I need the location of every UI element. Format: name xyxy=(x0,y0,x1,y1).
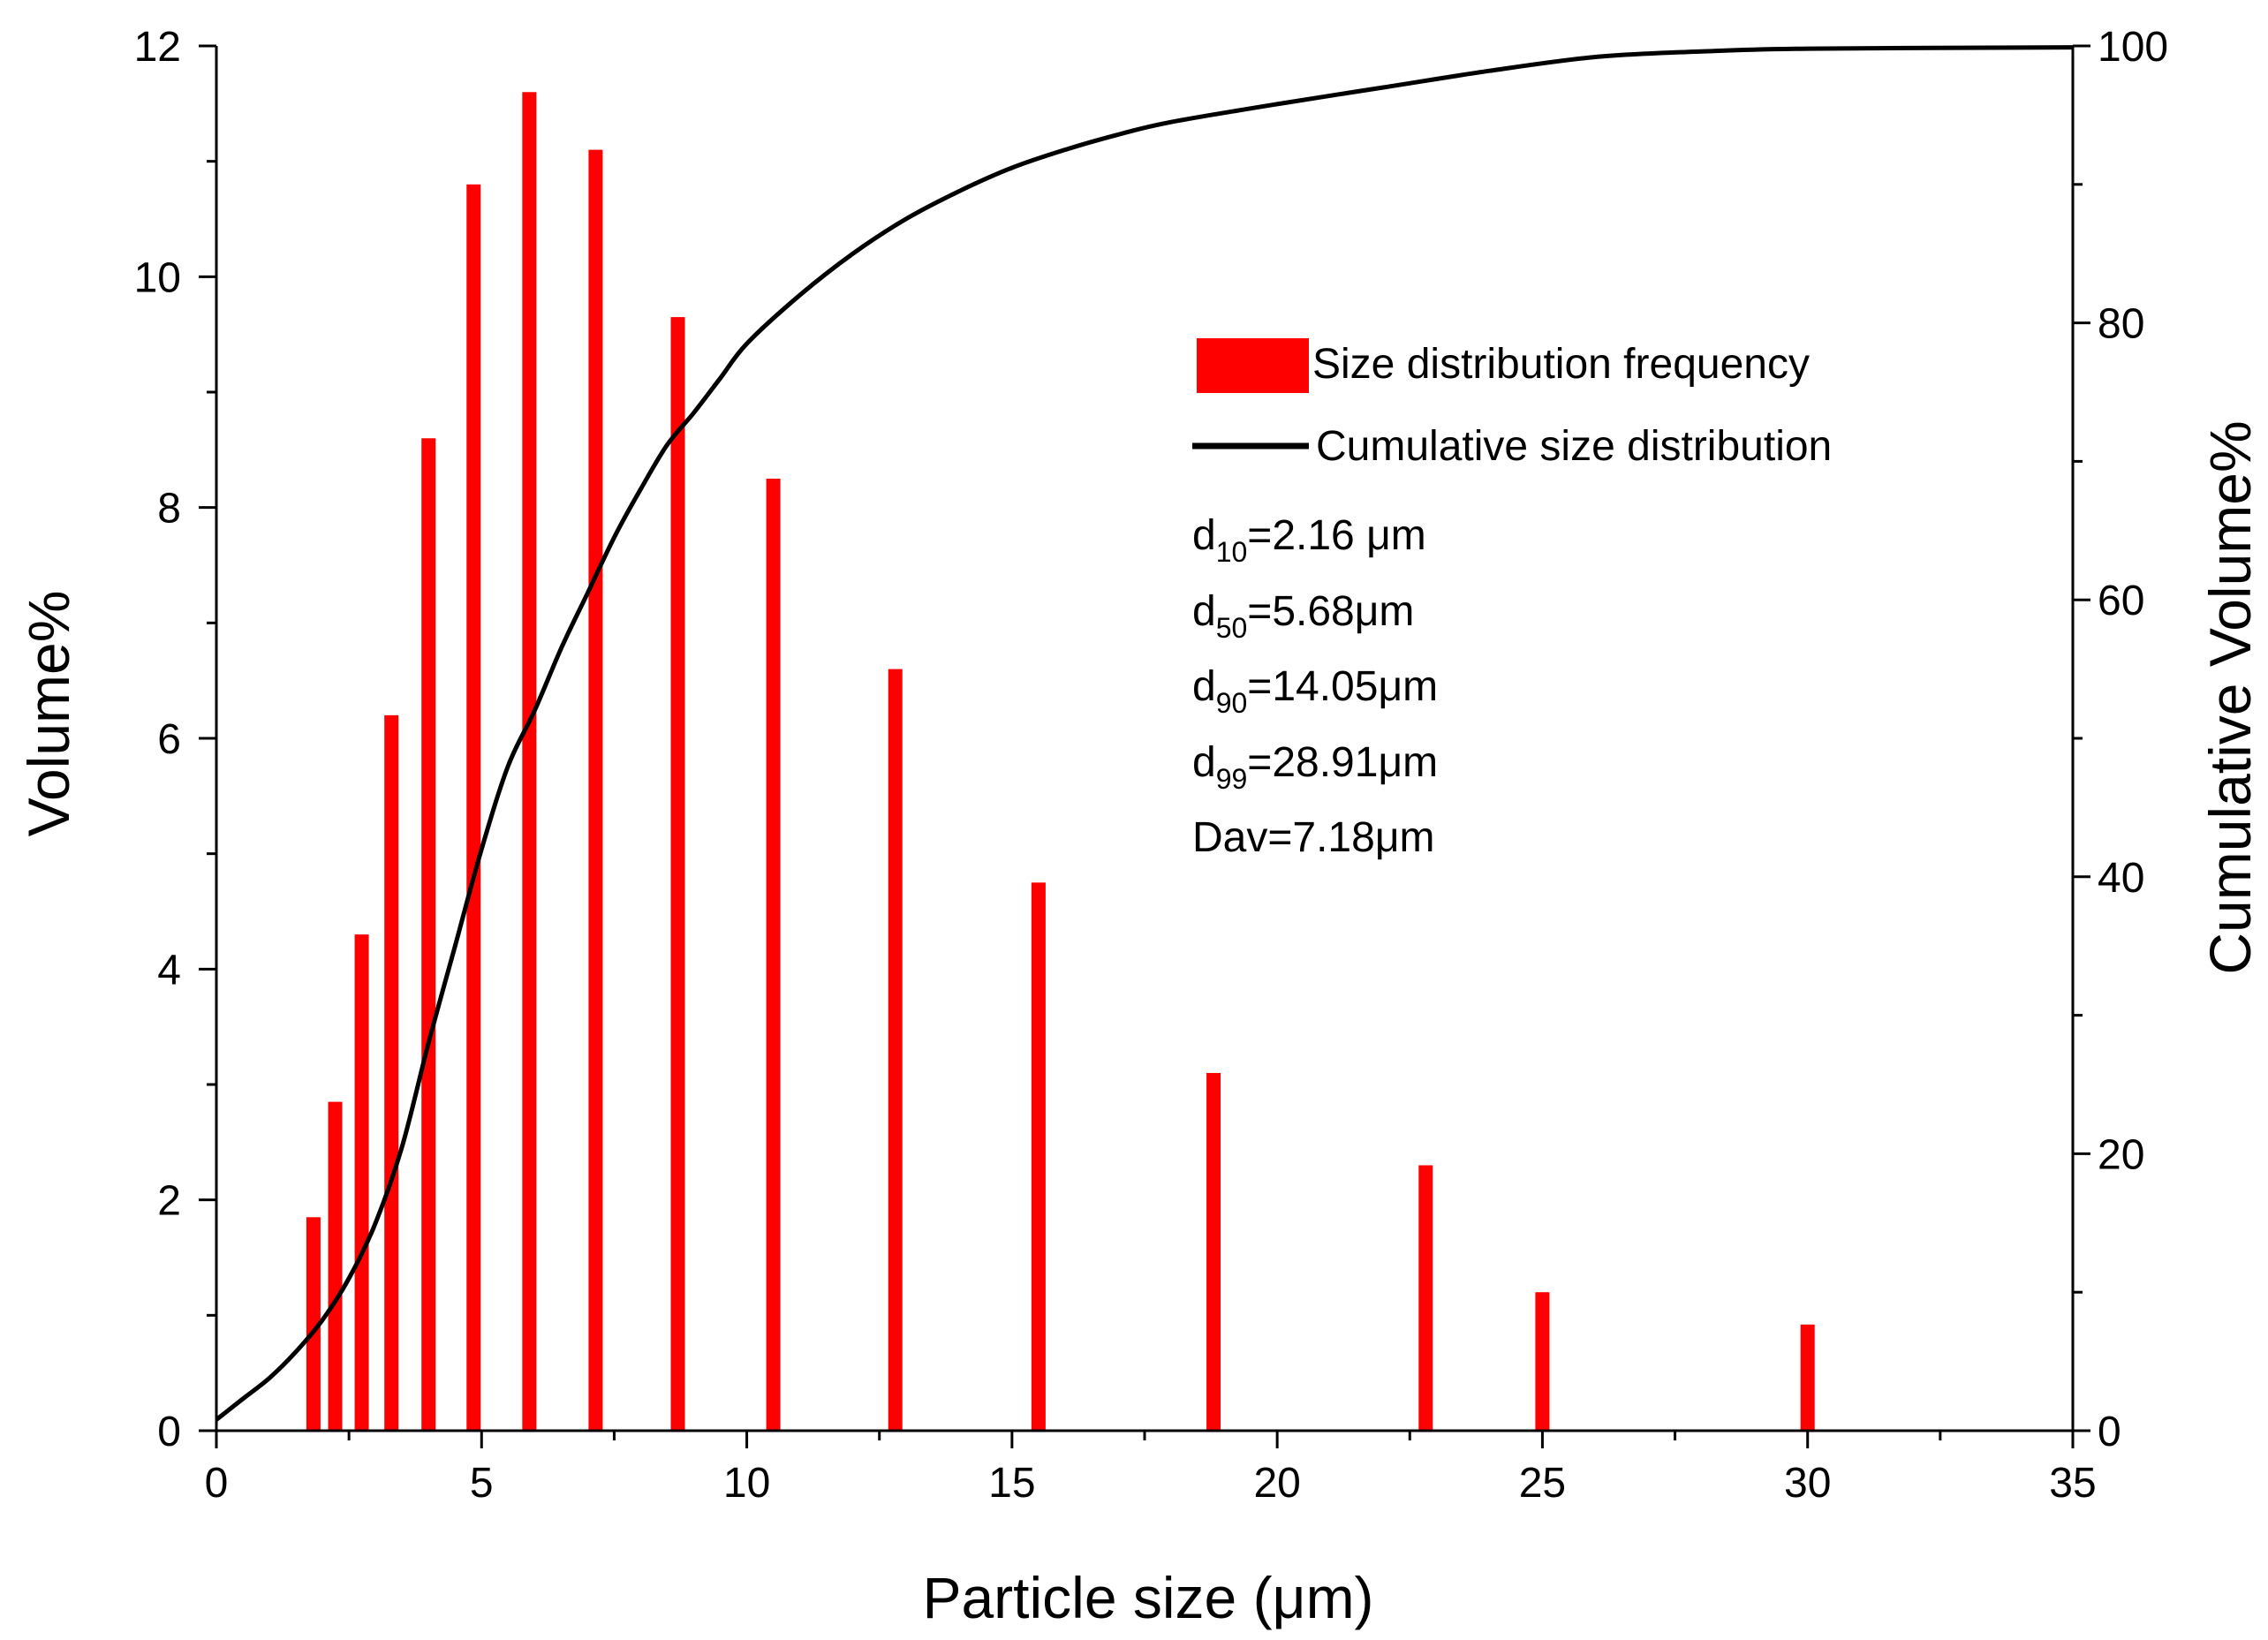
stat-annotation: d90=14.05μm xyxy=(1192,663,1438,719)
x-tick-label: 10 xyxy=(723,1460,770,1507)
x-tick-label: 0 xyxy=(205,1460,229,1507)
y2-tick-label: 100 xyxy=(2098,24,2168,71)
cumulative-line-layer xyxy=(215,45,2074,1422)
y2-tick-label: 60 xyxy=(2098,578,2144,624)
bar-6 xyxy=(522,92,537,1431)
y-tick-label: 0 xyxy=(157,1409,181,1455)
cumulative-line xyxy=(215,45,2074,1422)
bars-layer xyxy=(306,92,1815,1432)
axes-layer xyxy=(215,46,2075,1432)
y-tick-label: 2 xyxy=(157,1178,181,1225)
bar-4 xyxy=(421,438,436,1432)
x-tick-label: 15 xyxy=(988,1460,1035,1507)
legend-label-line: Cumulative size distribution xyxy=(1316,423,1832,470)
y2-tick-label: 80 xyxy=(2098,301,2144,348)
bar-13 xyxy=(1418,1165,1433,1431)
y2-axis-title: Cumulative Volume% xyxy=(2197,420,2263,974)
stat-annotation: d10=2.16 μm xyxy=(1192,512,1426,568)
x-tick-label: 20 xyxy=(1253,1460,1300,1507)
legend: Size distribution frequency Cumulative s… xyxy=(1192,338,1832,470)
y-tick-label: 4 xyxy=(157,947,181,994)
bar-10 xyxy=(888,669,903,1431)
bar-7 xyxy=(588,149,603,1432)
y-tick-label: 6 xyxy=(157,716,181,763)
legend-swatch-bars xyxy=(1197,338,1309,393)
y2-tick-label: 40 xyxy=(2098,855,2144,902)
bar-14 xyxy=(1535,1292,1550,1431)
stat-annotation: d99=28.91μm xyxy=(1192,739,1438,795)
bar-3 xyxy=(384,714,399,1431)
bar-1 xyxy=(328,1101,343,1431)
stats-annotations: d10=2.16 μm d50=5.68μm d90=14.05μm d99=28.9… xyxy=(1192,512,1438,861)
bar-12 xyxy=(1206,1072,1221,1431)
bar-11 xyxy=(1031,882,1046,1431)
y2-tick-label: 0 xyxy=(2098,1409,2121,1455)
y-tick-label: 12 xyxy=(134,24,181,71)
y-axis-title: Volume% xyxy=(16,591,81,837)
bar-5 xyxy=(466,184,481,1431)
bar-9 xyxy=(766,479,781,1431)
stat-annotation: Dav=7.18μm xyxy=(1192,814,1434,861)
stat-annotation: d50=5.68μm xyxy=(1192,588,1414,644)
y2-tick-label: 20 xyxy=(2098,1131,2144,1178)
y-tick-label: 10 xyxy=(134,254,181,301)
bar-8 xyxy=(670,317,685,1432)
x-tick-label: 35 xyxy=(2049,1460,2096,1507)
x-tick-label: 5 xyxy=(470,1460,494,1507)
bar-2 xyxy=(354,934,369,1431)
x-tick-label: 30 xyxy=(1784,1460,1831,1507)
x-tick-label: 25 xyxy=(1519,1460,1566,1507)
bar-0 xyxy=(306,1217,321,1431)
x-axis-title: Particle size (μm) xyxy=(922,1565,1373,1630)
legend-label-bars: Size distribution frequency xyxy=(1312,341,1810,388)
bar-15 xyxy=(1800,1324,1815,1431)
y-tick-label: 8 xyxy=(157,486,181,533)
